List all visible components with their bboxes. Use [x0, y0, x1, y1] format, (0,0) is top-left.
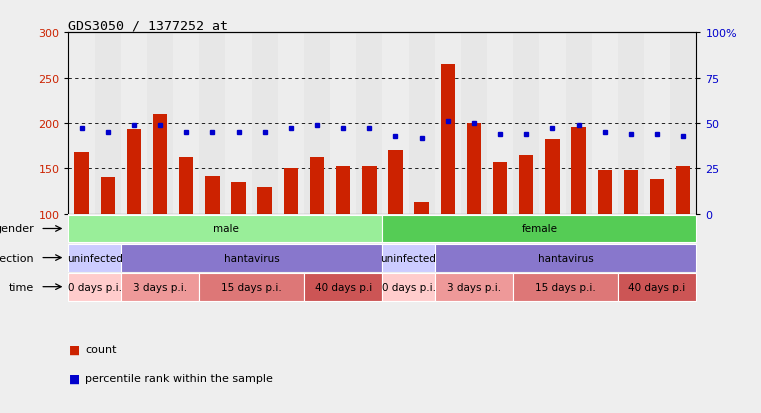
Bar — [174, 33, 199, 214]
Text: 3 days p.i.: 3 days p.i. — [447, 282, 501, 292]
Bar — [94, 33, 121, 214]
Bar — [650, 180, 664, 214]
Text: hantavirus: hantavirus — [537, 253, 594, 263]
Text: ■: ■ — [68, 342, 80, 356]
Text: gender: gender — [0, 224, 34, 234]
Bar — [592, 33, 618, 214]
Bar — [68, 273, 121, 301]
Text: 40 days p.i: 40 days p.i — [629, 282, 686, 292]
Bar — [310, 157, 324, 214]
Text: female: female — [521, 224, 557, 234]
Bar — [618, 273, 696, 301]
Bar — [362, 166, 377, 214]
Bar — [356, 33, 383, 214]
Text: 0 days p.i.: 0 days p.i. — [68, 282, 122, 292]
Bar — [336, 166, 350, 214]
Bar — [382, 244, 435, 272]
Bar — [545, 140, 559, 214]
Bar — [435, 273, 513, 301]
Bar — [441, 65, 455, 214]
Bar — [388, 151, 403, 214]
Bar — [597, 171, 612, 214]
Text: count: count — [85, 344, 116, 354]
Text: 40 days p.i: 40 days p.i — [314, 282, 372, 292]
Bar — [252, 33, 278, 214]
Bar — [179, 157, 193, 214]
Bar — [121, 244, 383, 272]
Text: uninfected: uninfected — [380, 253, 437, 263]
Text: infection: infection — [0, 253, 34, 263]
Bar — [304, 273, 383, 301]
Bar — [513, 33, 540, 214]
Bar — [487, 33, 513, 214]
Bar — [670, 33, 696, 214]
Bar — [278, 33, 304, 214]
Bar — [153, 115, 167, 214]
Bar — [624, 171, 638, 214]
Bar — [644, 33, 670, 214]
Text: percentile rank within the sample: percentile rank within the sample — [85, 373, 273, 383]
Bar — [618, 33, 644, 214]
Bar — [493, 163, 508, 214]
Text: hantavirus: hantavirus — [224, 253, 279, 263]
Text: ■: ■ — [68, 371, 80, 385]
Bar — [513, 273, 618, 301]
Bar — [68, 244, 121, 272]
Bar — [461, 33, 487, 214]
Text: uninfected: uninfected — [67, 253, 123, 263]
Bar — [676, 166, 690, 214]
Bar — [382, 33, 409, 214]
Bar — [126, 130, 141, 214]
Text: 15 days p.i.: 15 days p.i. — [535, 282, 596, 292]
Bar — [519, 155, 533, 214]
Bar — [284, 169, 298, 214]
Bar — [540, 33, 565, 214]
Bar — [435, 244, 696, 272]
Bar — [382, 215, 696, 243]
Text: time: time — [8, 282, 34, 292]
Bar — [68, 33, 94, 214]
Bar — [466, 124, 481, 214]
Bar — [382, 273, 435, 301]
Bar — [330, 33, 356, 214]
Bar — [199, 33, 225, 214]
Bar — [415, 203, 429, 214]
Bar — [572, 127, 586, 214]
Bar — [121, 33, 147, 214]
Text: 15 days p.i.: 15 days p.i. — [221, 282, 282, 292]
Bar — [565, 33, 592, 214]
Bar — [225, 33, 252, 214]
Text: 3 days p.i.: 3 days p.i. — [133, 282, 187, 292]
Bar — [147, 33, 174, 214]
Bar — [435, 33, 461, 214]
Text: male: male — [212, 224, 238, 234]
Bar — [205, 176, 220, 214]
Bar — [304, 33, 330, 214]
Bar — [68, 215, 383, 243]
Bar — [75, 153, 89, 214]
Text: 0 days p.i.: 0 days p.i. — [381, 282, 435, 292]
Bar — [231, 183, 246, 214]
Bar — [257, 187, 272, 214]
Bar — [409, 33, 435, 214]
Bar — [121, 273, 199, 301]
Text: GDS3050 / 1377252_at: GDS3050 / 1377252_at — [68, 19, 228, 32]
Bar — [199, 273, 304, 301]
Bar — [100, 177, 115, 214]
